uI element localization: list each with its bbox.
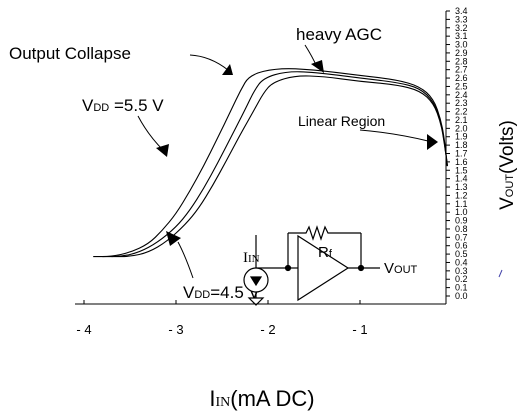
circuit-iin-main: I (243, 250, 248, 266)
y-tick-label: 0.3 (455, 266, 468, 276)
y-tick-label: 0.8 (455, 224, 468, 234)
y-tick-label: 3.2 (455, 23, 468, 33)
arrowhead-heavy-agc (311, 60, 324, 73)
y-tick-label: 0.1 (455, 283, 468, 293)
y-axis-label-main: V (497, 197, 518, 210)
series-line-2 (102, 71, 448, 258)
y-tick-label: 0.2 (455, 274, 468, 284)
x-tick-label: - 1 (352, 322, 367, 337)
x-axis-label-rest: (mA DC) (230, 386, 314, 411)
y-tick-label: 2.8 (455, 56, 468, 66)
circuit-rf-label: Rf (318, 244, 333, 261)
y-tick-label: 2.5 (455, 81, 468, 91)
x-tick-label: - 3 (168, 322, 183, 337)
opamp-icon (297, 234, 350, 302)
y-tick-label: 3.1 (455, 31, 468, 41)
annotation-linear-region: Linear Region (298, 113, 385, 129)
circuit-iin-label: IIN (243, 250, 260, 266)
y-tick-label: 0.0 (455, 291, 468, 301)
arrow-linear-region (359, 129, 429, 142)
series-line-3 (111, 75, 448, 258)
series-line-1 (93, 68, 448, 258)
x-tick-label: - 2 (260, 322, 275, 337)
circuit-vout-main: V (384, 260, 394, 277)
arrow-output-collapse (189, 54, 229, 71)
y-tick-label: 1.7 (455, 149, 468, 159)
annotations: Output Collapse heavy AGC VDD =5.5 V Lin… (9, 25, 503, 302)
y-tick-label: 2.3 (455, 98, 468, 108)
y-tick-label: 2.4 (455, 90, 468, 100)
x-ticks: - 4 - 3 - 2 - 1 (76, 300, 368, 337)
y-tick-label: 1.9 (455, 132, 468, 142)
y-tick-label: 1.8 (455, 140, 468, 150)
data-curves (93, 68, 448, 258)
y-tick-label: 3.4 (455, 6, 468, 16)
y-tick-label: 3.0 (455, 40, 468, 50)
y-tick-label: 1.3 (455, 182, 468, 192)
arrow-vdd-high (137, 115, 164, 151)
annotation-heavy-agc: heavy AGC (296, 25, 382, 44)
x-axis-label: IIN(mA DC) (209, 386, 314, 411)
x-axis: - 4 - 3 - 2 - 1 (75, 300, 446, 337)
circuit-rf-sub: f (329, 248, 333, 260)
arrow-vdd-low (177, 241, 194, 279)
x-axis-label-sub: IN (216, 395, 231, 410)
y-ticks: 0.00.10.20.30.40.50.60.70.80.91.01.11.21… (446, 6, 468, 301)
y-tick-label: 2.7 (455, 65, 468, 75)
current-source-arrow-icon (249, 276, 263, 287)
annotation-vdd-low-main: V (183, 283, 195, 302)
annotation-vdd-low-sub: DD (194, 289, 210, 301)
y-axis-label: VOUT(Volts) (497, 120, 518, 210)
annotation-vdd-high-rest: =5.5 V (109, 96, 164, 115)
y-tick-label: 1.4 (455, 174, 468, 184)
circuit-iin-sub: IN (248, 253, 260, 265)
x-tick-label: - 4 (76, 322, 91, 337)
y-tick-label: 0.5 (455, 249, 468, 259)
feedback-resistor-icon (288, 225, 361, 241)
circuit-vout-label: VOUT (384, 260, 418, 277)
ground-icon (247, 297, 265, 306)
y-tick-label: 2.0 (455, 123, 468, 133)
circuit-schematic (243, 225, 380, 306)
annotation-output-collapse: Output Collapse (9, 44, 131, 63)
y-tick-label: 3.3 (455, 14, 468, 24)
arrowhead-vdd-high (156, 144, 169, 157)
y-tick-label: 1.5 (455, 165, 468, 175)
y-tick-label: 0.6 (455, 241, 468, 251)
y-tick-label: 1.1 (455, 199, 468, 209)
y-axis-label-sub: OUT (504, 174, 516, 198)
circuit-vout-sub: OUT (394, 264, 418, 276)
annotation-vdd-high-sub: DD (93, 102, 109, 114)
y-tick-label: 0.4 (455, 257, 468, 267)
circuit-rf-main: R (318, 244, 329, 261)
y-tick-label: 1.6 (455, 157, 468, 167)
annotation-vdd-high-main: V (82, 96, 94, 115)
y-tick-label: 0.7 (455, 232, 468, 242)
y-tick-label: 2.2 (455, 107, 468, 117)
y-tick-label: 1.0 (455, 207, 468, 217)
y-tick-label: 1.2 (455, 190, 468, 200)
y-axis: 0.00.10.20.30.40.50.60.70.80.91.01.11.21… (445, 6, 468, 304)
y-tick-label: 2.6 (455, 73, 468, 83)
y-tick-label: 2.1 (455, 115, 468, 125)
x-axis-label-main: I (209, 386, 215, 411)
annotation-vdd-high: VDD =5.5 V (82, 96, 164, 115)
y-axis-label-rest: (Volts) (497, 120, 518, 174)
stray-tick (498, 269, 503, 278)
arrowhead-output-collapse (222, 64, 233, 75)
y-tick-label: 2.9 (455, 48, 468, 58)
arrowhead-linear-region (427, 134, 438, 150)
y-tick-label: 0.9 (455, 216, 468, 226)
arrowhead-vdd-low (166, 231, 181, 246)
